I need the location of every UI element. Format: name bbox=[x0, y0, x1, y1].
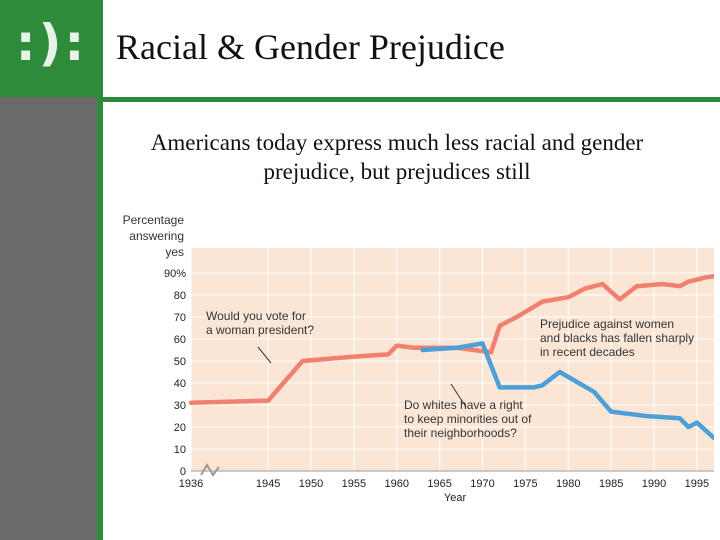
annotation-woman-president: Would you vote for a woman president? bbox=[206, 309, 314, 337]
y-tick-label: 40 bbox=[174, 378, 186, 390]
annotation-line: a woman president? bbox=[206, 323, 314, 337]
annotation-prejudice-fallen: Prejudice against women and blacks has fa… bbox=[540, 317, 694, 359]
x-tick-labels: 1936 1945 1950 1955 1960 1965 1970 1975 1980 1985… bbox=[179, 478, 709, 490]
y-tick-label: 10 bbox=[174, 444, 186, 456]
x-tick-label: 1955 bbox=[342, 478, 366, 490]
woman-president-line bbox=[188, 274, 714, 406]
plot-background bbox=[191, 248, 714, 471]
y-axis-label-line: yes bbox=[165, 245, 184, 259]
y-tick-labels: 0 10 20 30 40 50 60 70 80 90% bbox=[164, 268, 186, 478]
y-axis-label-line: Percentage bbox=[123, 213, 185, 227]
prejudice-line-chart: Percentage answering yes 0 10 20 30 40 50 60 70 80… bbox=[123, 213, 714, 503]
x-tick-label: 1965 bbox=[427, 478, 451, 490]
annotation-pointer bbox=[257, 346, 272, 364]
neighborhood-line bbox=[420, 341, 714, 441]
x-axis-label: Year bbox=[444, 492, 467, 503]
header-separator bbox=[103, 97, 720, 102]
y-axis-label: Percentage answering yes bbox=[123, 213, 185, 259]
annotation-line: to keep minorities out of bbox=[404, 412, 532, 426]
smiley-logo-icon: :): bbox=[15, 14, 88, 72]
x-tick-label: 1936 bbox=[179, 478, 203, 490]
annotations: Would you vote for a woman president? Prej… bbox=[206, 309, 694, 440]
annotation-neighborhoods: Do whites have a right to keep minorities… bbox=[404, 398, 532, 440]
x-tick-label: 1975 bbox=[513, 478, 537, 490]
y-tick-label: 50 bbox=[174, 356, 186, 368]
series-lines bbox=[188, 274, 714, 441]
y-tick-label: 20 bbox=[174, 422, 186, 434]
x-tick-label: 1985 bbox=[599, 478, 623, 490]
annotation-line: and blacks has fallen sharply bbox=[540, 331, 694, 345]
sidebar-accent-stripe bbox=[97, 97, 103, 540]
y-tick-label: 60 bbox=[174, 334, 186, 346]
annotation-line: their neighborhoods? bbox=[404, 426, 517, 440]
x-tick-label: 1950 bbox=[299, 478, 323, 490]
y-tick-label: 30 bbox=[174, 400, 186, 412]
y-tick-label: 70 bbox=[174, 312, 186, 324]
y-tick-label: 0 bbox=[180, 466, 186, 478]
axis-break-icon bbox=[200, 463, 220, 477]
x-tick-label: 1970 bbox=[470, 478, 494, 490]
y-tick-label: 90% bbox=[164, 268, 186, 280]
annotation-pointer bbox=[450, 383, 467, 408]
y-tick-label: 80 bbox=[174, 290, 186, 302]
x-tick-label: 1995 bbox=[685, 478, 709, 490]
annotation-line: Would you vote for bbox=[206, 309, 306, 323]
slide-title: Racial & Gender Prejudice bbox=[116, 27, 505, 67]
x-tick-label: 1980 bbox=[556, 478, 580, 490]
sidebar-panel bbox=[0, 97, 97, 540]
x-tick-label: 1960 bbox=[385, 478, 409, 490]
annotation-line: in recent decades bbox=[540, 345, 635, 359]
annotation-line: Do whites have a right bbox=[404, 398, 523, 412]
slide-body-text: Americans today express much less racial… bbox=[150, 130, 644, 184]
annotation-line: Prejudice against women bbox=[540, 317, 674, 331]
logo-box: :): bbox=[0, 0, 103, 97]
x-tick-label: 1990 bbox=[642, 478, 666, 490]
y-axis-label-line: answering bbox=[129, 229, 184, 243]
x-tick-label: 1945 bbox=[256, 478, 280, 490]
